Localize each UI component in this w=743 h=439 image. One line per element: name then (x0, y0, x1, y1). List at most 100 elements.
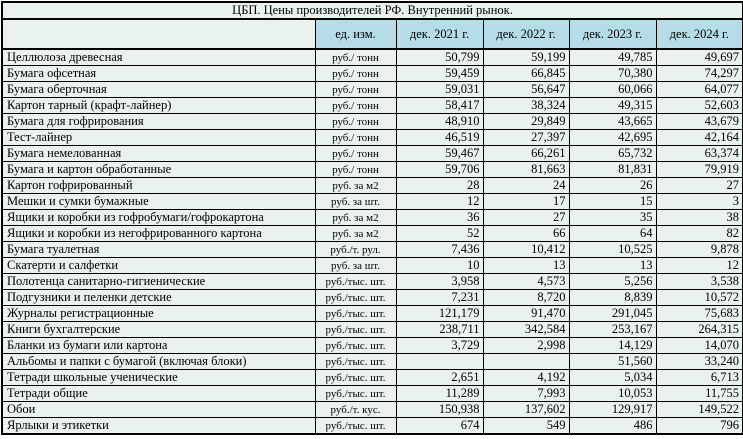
value-cell-2024: 27 (655, 177, 743, 194)
value-cell-2022: 27,397 (482, 129, 570, 146)
product-name-cell: Тетради школьные ученические (1, 369, 316, 386)
value-cell-2023: 486 (568, 417, 657, 435)
unit-cell: руб./тыс. шт. (314, 417, 397, 435)
product-name-cell: Ярлыки и этикетки (1, 417, 316, 435)
value-cell-2022: 549 (482, 417, 570, 435)
table-row: Тетради общие руб./тыс. шт. 11,289 7,993… (1, 385, 743, 402)
table-row: Книги бухгалтерские руб./тыс. шт. 238,71… (1, 321, 743, 338)
value-cell-2023: 35 (568, 209, 657, 226)
value-cell-2023: 13 (568, 257, 657, 274)
year-column-header-2024: дек. 2024 г. (655, 18, 743, 50)
value-cell-2023: 49,315 (568, 97, 657, 114)
table-title-row: ЦБП. Цены производителей РФ. Внутренний … (1, 1, 743, 20)
value-cell-2024: 149,522 (655, 401, 743, 418)
value-cell-2021: 59,467 (395, 145, 484, 162)
product-name-cell: Альбомы и папки с бумагой (включая блоки… (1, 353, 316, 370)
value-cell-2022: 56,647 (482, 81, 570, 98)
product-name-cell: Скатерти и салфетки (1, 257, 316, 274)
value-cell-2024: 74,297 (655, 65, 743, 82)
value-cell-2022: 91,470 (482, 305, 570, 322)
value-cell-2024: 3 (655, 193, 743, 210)
value-cell-2024: 14,070 (655, 337, 743, 354)
table-row: Целлюлоза древесная руб./ тонн 50,799 59… (1, 48, 743, 66)
table-row: Полотенца санитарно-гигиенические руб./т… (1, 273, 743, 290)
unit-cell: руб. за м2 (314, 209, 397, 226)
unit-cell: руб./т. рул. (314, 241, 397, 258)
value-cell-2023: 64 (568, 225, 657, 242)
value-cell-2024: 63,374 (655, 145, 743, 162)
unit-cell: руб./ тонн (314, 81, 397, 98)
value-cell-2021: 121,179 (395, 305, 484, 322)
value-cell-2024: 49,697 (655, 48, 743, 66)
table-row: Бланки из бумаги или картона руб./тыс. ш… (1, 337, 743, 354)
value-cell-2021: 3,729 (395, 337, 484, 354)
value-cell-2022: 27 (482, 209, 570, 226)
table-row: Подгузники и пеленки детские руб./тыс. ш… (1, 289, 743, 306)
product-name-cell: Подгузники и пеленки детские (1, 289, 316, 306)
unit-cell: руб./ тонн (314, 48, 397, 66)
value-cell-2021: 50,799 (395, 48, 484, 66)
table-row: Тест-лайнер руб./ тонн 46,519 27,397 42,… (1, 129, 743, 146)
product-name-cell: Бумага офсетная (1, 65, 316, 82)
value-cell-2022: 24 (482, 177, 570, 194)
product-name-cell: Бумага для гофрирования (1, 113, 316, 130)
year-column-header-2021: дек. 2021 г. (395, 18, 484, 50)
value-cell-2023: 5,256 (568, 273, 657, 290)
value-cell-2021: 7,231 (395, 289, 484, 306)
value-cell-2024: 11,755 (655, 385, 743, 402)
value-cell-2023: 15 (568, 193, 657, 210)
value-cell-2023: 10,525 (568, 241, 657, 258)
table-row: Бумага и картон обработанные руб./ тонн … (1, 161, 743, 178)
value-cell-2021: 12 (395, 193, 484, 210)
unit-cell: руб. за м2 (314, 225, 397, 242)
value-cell-2024: 10,572 (655, 289, 743, 306)
value-cell-2021: 11,289 (395, 385, 484, 402)
value-cell-2022: 38,324 (482, 97, 570, 114)
unit-cell: руб./тыс. шт. (314, 337, 397, 354)
value-cell-2022: 4,573 (482, 273, 570, 290)
product-name-cell: Бумага оберточная (1, 81, 316, 98)
value-cell-2024: 9,878 (655, 241, 743, 258)
product-name-cell: Тетради общие (1, 385, 316, 402)
value-cell-2021: 59,459 (395, 65, 484, 82)
unit-cell: руб./тыс. шт. (314, 289, 397, 306)
value-cell-2023: 49,785 (568, 48, 657, 66)
value-cell-2023: 60,066 (568, 81, 657, 98)
product-name-cell: Бумага туалетная (1, 241, 316, 258)
value-cell-2021: 58,417 (395, 97, 484, 114)
value-cell-2023: 42,695 (568, 129, 657, 146)
unit-cell: руб./тыс. шт. (314, 369, 397, 386)
product-name-cell: Ящики и коробки из негофрированного карт… (1, 225, 316, 242)
value-cell-2024: 6,713 (655, 369, 743, 386)
value-cell-2021: 36 (395, 209, 484, 226)
table-row: Картон гофрированный руб. за м2 28 24 26… (1, 177, 743, 194)
value-cell-2023: 26 (568, 177, 657, 194)
value-cell-2022: 17 (482, 193, 570, 210)
unit-column-header: ед. изм. (314, 18, 397, 50)
value-cell-2021: 674 (395, 417, 484, 435)
value-cell-2021: 46,519 (395, 129, 484, 146)
value-cell-2022 (482, 353, 570, 370)
product-name-cell: Мешки и сумки бумажные (1, 193, 316, 210)
value-cell-2024: 64,077 (655, 81, 743, 98)
table-row: Альбомы и папки с бумагой (включая блоки… (1, 353, 743, 370)
value-cell-2021: 59,031 (395, 81, 484, 98)
value-cell-2024: 75,683 (655, 305, 743, 322)
value-cell-2023: 129,917 (568, 401, 657, 418)
value-cell-2021: 150,938 (395, 401, 484, 418)
table-row: Бумага для гофрирования руб./ тонн 48,91… (1, 113, 743, 130)
table-row: Обои руб./т. кус. 150,938 137,602 129,91… (1, 401, 743, 418)
product-name-cell: Обои (1, 401, 316, 418)
value-cell-2021: 10 (395, 257, 484, 274)
table-row: Ящики и коробки из гофробумаги/гофрокарт… (1, 209, 743, 226)
product-name-cell: Тест-лайнер (1, 129, 316, 146)
value-cell-2021: 2,651 (395, 369, 484, 386)
product-name-cell: Бланки из бумаги или картона (1, 337, 316, 354)
value-cell-2021: 28 (395, 177, 484, 194)
value-cell-2021: 3,958 (395, 273, 484, 290)
value-cell-2024: 3,538 (655, 273, 743, 290)
table-row: Мешки и сумки бумажные руб. за шт. 12 17… (1, 193, 743, 210)
value-cell-2024: 12 (655, 257, 743, 274)
value-cell-2024: 264,315 (655, 321, 743, 338)
